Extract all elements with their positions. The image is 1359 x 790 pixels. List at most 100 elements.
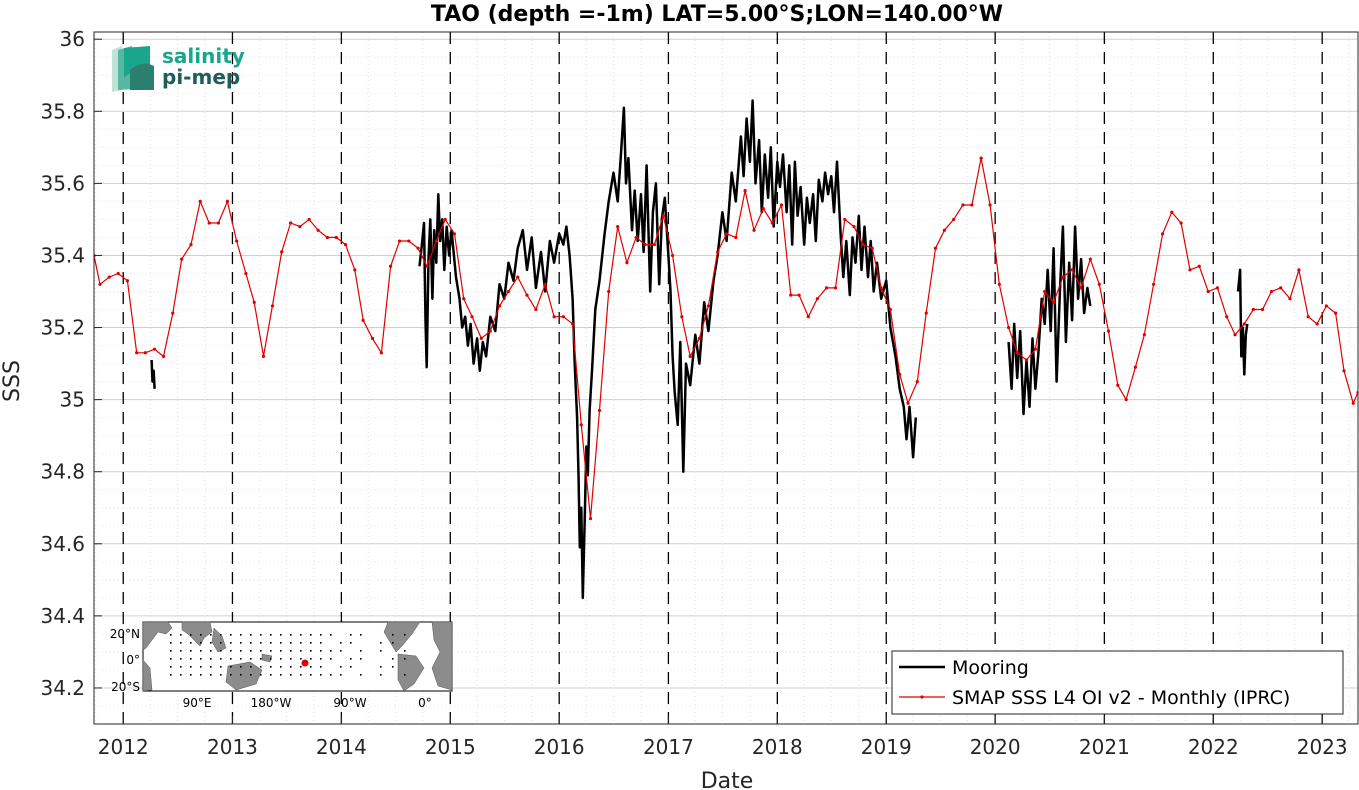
map-land-shape [225, 661, 263, 691]
y-tick-label: 35.4 [40, 243, 85, 267]
series-smap-point [906, 401, 910, 405]
map-station-dot [240, 642, 242, 644]
series-smap-point [198, 199, 202, 203]
map-station-dot [210, 650, 212, 652]
series-smap-point [416, 246, 420, 250]
series-smap-point [1225, 315, 1229, 319]
map-station-dot [240, 650, 242, 652]
series-smap-point [571, 322, 575, 326]
x-tick-label: 2014 [316, 735, 367, 759]
map-station-dot [220, 634, 222, 636]
map-station-dot [310, 634, 312, 636]
map-station-dot [270, 674, 272, 676]
legend-label-mooring: Mooring [952, 657, 1029, 679]
series-smap-point [334, 235, 338, 240]
series-smap-point [107, 275, 111, 279]
map-station-dot [320, 650, 322, 652]
map-station-dot [320, 674, 322, 676]
map-station-dot [180, 634, 182, 636]
map-station-dot [240, 666, 242, 668]
series-smap-point [997, 282, 1001, 286]
series-smap-point [389, 264, 393, 268]
series-smap-point [298, 225, 302, 229]
x-tick-label: 2022 [1188, 735, 1239, 759]
series-smap-point [325, 235, 329, 240]
map-station-dot [220, 666, 222, 668]
series-smap-point [1206, 289, 1210, 294]
map-station-dot [190, 642, 192, 644]
x-tick-label: 2018 [752, 735, 803, 759]
map-station-dot [280, 666, 282, 668]
chart-title: TAO (depth =-1m) LAT=5.00°S;LON=140.00°W [431, 2, 1003, 27]
map-station-dot [340, 642, 342, 644]
series-smap-point [888, 307, 893, 312]
series-smap-point [933, 246, 938, 250]
map-station-dot [300, 658, 302, 660]
map-station-dot [230, 650, 232, 652]
map-lat-label-north: 20°N [110, 627, 140, 641]
map-station-dot [320, 642, 322, 644]
series-mooring-segment-0 [150, 359, 156, 389]
map-station-dot [350, 642, 352, 644]
map-station-dot [330, 674, 332, 676]
map-station-dot [250, 650, 252, 652]
series-smap-point [516, 275, 520, 279]
map-station-dot [260, 650, 262, 652]
map-station-dot [170, 642, 172, 644]
map-station-dot [260, 666, 262, 668]
map-station-dot [320, 666, 322, 668]
map-station-dot [230, 634, 232, 636]
map-station-dot [270, 634, 272, 636]
map-station-dot [190, 666, 192, 668]
series-smap-point [852, 225, 856, 229]
series-smap-point [961, 203, 965, 207]
map-station-dot [180, 658, 182, 660]
series-smap-point [98, 282, 102, 286]
x-tick-label: 2012 [98, 735, 149, 759]
year-boundary-lines [122, 32, 1323, 724]
series-smap-point [1116, 383, 1120, 387]
series-smap-point [898, 372, 902, 376]
series-smap-point [280, 250, 284, 254]
series-smap-point [235, 239, 239, 243]
map-station-dot [170, 658, 172, 660]
map-station-dot [250, 658, 252, 660]
map-land-shape [431, 621, 453, 691]
series-smap-point [289, 221, 293, 225]
map-station-dot [170, 674, 172, 676]
series-smap-point [597, 408, 602, 413]
y-tick-label: 34.2 [40, 676, 85, 700]
x-axis-label: Date [701, 769, 754, 790]
map-station-dot [340, 666, 342, 668]
series-smap-point [1070, 268, 1074, 272]
series-smap-point [1079, 286, 1083, 290]
map-land-shape [142, 621, 173, 651]
series-smap-point [824, 286, 829, 290]
series-smap-point [1324, 304, 1328, 308]
series-smap-point [1061, 275, 1065, 279]
map-station-dot [170, 666, 172, 668]
series-smap-point [697, 336, 702, 340]
map-lat-label-south: 20°S [111, 680, 140, 694]
map-station-dot [392, 634, 394, 636]
series-smap-point [706, 304, 710, 308]
series-smap-point [462, 297, 466, 301]
inset-map-land [142, 621, 453, 692]
series-smap-point [734, 235, 738, 240]
x-tick-label: 2013 [207, 735, 258, 759]
map-station-dot [350, 666, 352, 668]
map-station-dot [280, 658, 282, 660]
series-smap-point [434, 239, 438, 243]
series-smap-point [752, 228, 756, 232]
map-station-dot [330, 650, 332, 652]
series-smap-point [634, 235, 638, 240]
map-station-dot [180, 650, 182, 652]
series-smap-point [1142, 333, 1146, 337]
x-tick-label: 2015 [425, 735, 476, 759]
map-station-dot [250, 666, 252, 668]
series-smap-point [625, 261, 629, 265]
map-station-dot [200, 658, 202, 660]
series-smap-point [125, 279, 130, 283]
map-station-dot [404, 658, 406, 660]
series-smap-point [525, 293, 529, 297]
